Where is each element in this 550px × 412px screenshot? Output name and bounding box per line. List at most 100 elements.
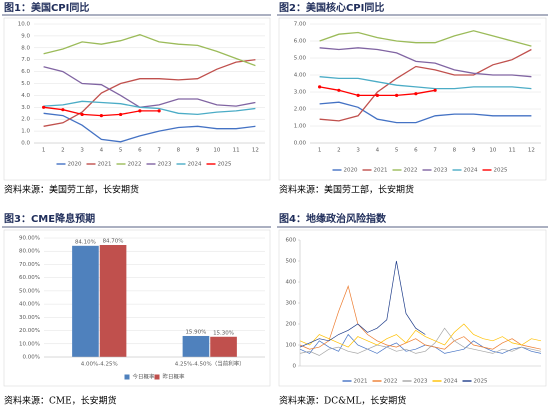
y-tick-label: 4.0 <box>21 93 30 99</box>
y-tick-label: 40.00% <box>19 302 40 308</box>
y-tick-label: 10.0 <box>18 22 31 28</box>
point <box>138 109 142 113</box>
bar <box>72 245 99 357</box>
legend-label: 2023 <box>158 162 172 168</box>
y-tick-label: 2.0 <box>21 117 30 123</box>
legend-label: 2021 <box>98 162 112 168</box>
series-line <box>43 112 256 143</box>
value-label: 84.10% <box>75 239 96 245</box>
series-line <box>299 285 542 350</box>
series-line <box>299 260 426 348</box>
legend-label: 2025 <box>494 168 508 174</box>
y-tick-label: 0.0 <box>21 141 30 147</box>
bar <box>182 335 210 357</box>
point <box>42 105 46 109</box>
y-tick-label: 0 <box>293 364 297 370</box>
y-tick-label: 0.00 <box>294 141 307 147</box>
chart-title: 图2：美国核心CPI同比 <box>279 1 384 14</box>
y-tick-label: 5.0 <box>21 81 30 87</box>
bar <box>99 245 127 357</box>
x-tick-label: 9 <box>472 148 476 154</box>
x-tick-label: 4 <box>376 148 380 154</box>
point <box>433 88 437 92</box>
y-tick-label: 6.00 <box>294 39 307 45</box>
y-tick-label: 500 <box>286 259 297 265</box>
series-line <box>319 101 532 124</box>
y-tick-label: 1.00 <box>294 124 307 130</box>
y-tick-label: 7.00 <box>294 22 307 28</box>
value-label: 84.70% <box>103 239 124 245</box>
value-label: 15.30% <box>213 330 234 336</box>
point <box>395 93 399 97</box>
series-line <box>43 34 256 67</box>
value-label: 15.90% <box>185 329 206 335</box>
y-tick-label: 400 <box>286 280 297 286</box>
x-tick-label: 7 <box>433 148 437 154</box>
chart-title: 图4：地缘政治风险指数 <box>279 212 387 225</box>
point <box>61 108 65 112</box>
y-tick-label: 600 <box>286 238 297 244</box>
legend-label: 2020 <box>68 162 82 168</box>
series-line <box>319 48 532 122</box>
x-tick-label: 12 <box>528 148 535 154</box>
legend-label: 昨日概率 <box>163 373 186 381</box>
y-tick-label: 70.00% <box>19 262 40 268</box>
legend-label: 2025 <box>474 379 488 385</box>
point <box>99 114 103 118</box>
y-tick-label: 7.0 <box>21 57 30 63</box>
y-tick-label: 200 <box>286 322 297 328</box>
y-tick-label: 100 <box>286 343 297 349</box>
x-tick-label: 5 <box>395 148 399 154</box>
legend-label: 2022 <box>404 168 418 174</box>
legend-swatch <box>124 374 130 380</box>
source-note: 资料来源：美国劳工部，长安期货 <box>279 184 414 196</box>
y-tick-label: 1.0 <box>21 129 30 135</box>
y-tick-label: 4.00 <box>294 73 307 79</box>
x-tick-label: 10 <box>213 148 220 154</box>
chart-title: 图3：CME降息预期 <box>4 212 95 225</box>
y-tick-label: 3.00 <box>294 90 307 96</box>
x-tick-label: 3 <box>80 148 84 154</box>
legend-label: 2023 <box>414 379 428 385</box>
legend-swatch <box>154 374 160 380</box>
x-tick-label: 12 <box>252 148 259 154</box>
point <box>375 93 379 97</box>
x-tick-label: 1 <box>42 148 46 154</box>
series-line <box>299 323 542 348</box>
x-tick-label: 6 <box>138 148 142 154</box>
point <box>157 109 161 113</box>
point <box>318 85 322 89</box>
x-tick-label: 2 <box>337 148 341 154</box>
x-tick-label: 7 <box>157 148 161 154</box>
y-tick-label: 80.00% <box>19 249 40 255</box>
legend-label: 2024 <box>444 379 458 385</box>
x-tick-label: 2 <box>61 148 65 154</box>
point <box>80 112 84 117</box>
legend-label: 2022 <box>384 379 398 385</box>
y-tick-label: 300 <box>286 301 297 307</box>
x-tick-label: 11 <box>509 148 516 154</box>
point <box>337 88 341 92</box>
y-tick-label: 8.0 <box>21 45 30 51</box>
bar <box>210 336 237 357</box>
legend-label: 2025 <box>218 162 232 168</box>
series-line <box>299 327 542 356</box>
y-tick-label: 2.00 <box>294 107 307 113</box>
y-tick-label: 0.00% <box>23 355 40 361</box>
legend-label: 2020 <box>344 168 358 174</box>
point <box>414 92 418 96</box>
x-tick-label: 4 <box>100 148 104 154</box>
source-note: 资料来源：CME，长安期货 <box>4 395 117 407</box>
y-tick-label: 5.00 <box>294 56 307 62</box>
chart-title: 图1：美国CPI同比 <box>4 1 89 14</box>
y-tick-label: 9.0 <box>21 33 30 39</box>
y-tick-label: 90.00% <box>19 236 40 242</box>
point <box>119 112 123 117</box>
legend-label: 2024 <box>188 162 202 168</box>
point <box>356 93 360 97</box>
x-tick-label: 5 <box>119 148 123 154</box>
x-tick-label: 8 <box>177 148 181 154</box>
chart-frame <box>3 17 271 181</box>
y-tick-label: 20.00% <box>19 328 40 334</box>
